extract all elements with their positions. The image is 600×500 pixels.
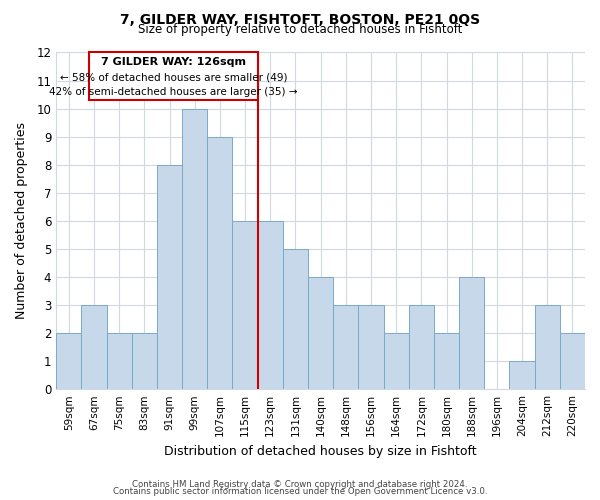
Bar [257, 221, 283, 389]
Bar [207, 136, 232, 389]
Bar [308, 277, 333, 389]
Bar [82, 305, 107, 389]
Bar [333, 305, 358, 389]
X-axis label: Distribution of detached houses by size in Fishtoft: Distribution of detached houses by size … [164, 444, 477, 458]
Bar [132, 333, 157, 389]
Text: 7, GILDER WAY, FISHTOFT, BOSTON, PE21 0QS: 7, GILDER WAY, FISHTOFT, BOSTON, PE21 0Q… [120, 12, 480, 26]
Bar [182, 108, 207, 389]
Y-axis label: Number of detached properties: Number of detached properties [15, 122, 28, 320]
Bar [535, 305, 560, 389]
Text: Contains HM Land Registry data © Crown copyright and database right 2024.: Contains HM Land Registry data © Crown c… [132, 480, 468, 489]
Bar [157, 164, 182, 389]
Bar [56, 333, 82, 389]
Bar [383, 333, 409, 389]
Text: Contains public sector information licensed under the Open Government Licence v3: Contains public sector information licen… [113, 488, 487, 496]
Bar [509, 361, 535, 389]
Text: 42% of semi-detached houses are larger (35) →: 42% of semi-detached houses are larger (… [49, 87, 298, 97]
Bar [107, 333, 132, 389]
Bar [409, 305, 434, 389]
Bar [434, 333, 459, 389]
Bar [459, 277, 484, 389]
Text: Size of property relative to detached houses in Fishtoft: Size of property relative to detached ho… [138, 22, 462, 36]
Bar [89, 52, 257, 100]
Bar [283, 249, 308, 389]
Text: 7 GILDER WAY: 126sqm: 7 GILDER WAY: 126sqm [101, 58, 246, 68]
Bar [560, 333, 585, 389]
Bar [358, 305, 383, 389]
Bar [232, 221, 257, 389]
Text: ← 58% of detached houses are smaller (49): ← 58% of detached houses are smaller (49… [59, 73, 287, 83]
